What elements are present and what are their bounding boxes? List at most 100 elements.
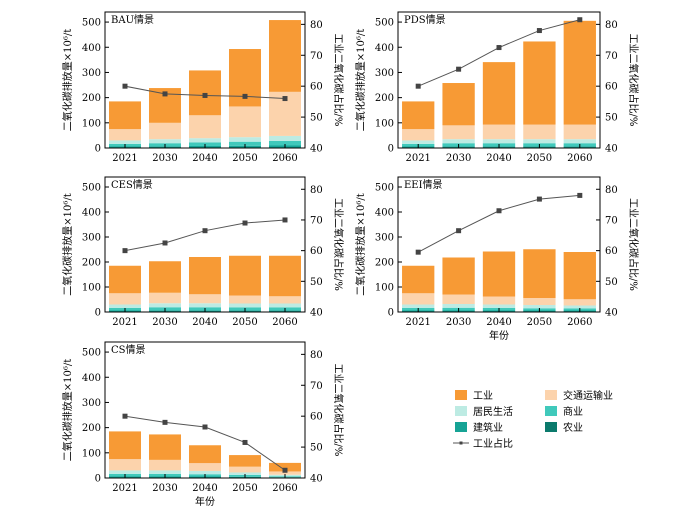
bar-transport-2030	[149, 459, 181, 471]
industry-share-point-2021	[122, 413, 128, 419]
y2-tick-label: 70	[310, 215, 323, 226]
x-tick-label: 2040	[486, 317, 511, 328]
legend-swatch-construction	[455, 422, 467, 432]
x-axis-label: 年份	[195, 495, 215, 508]
x-tick-label: 2030	[446, 317, 471, 328]
y-tick-label: 200	[82, 93, 101, 104]
y-tick-label: 500	[82, 183, 101, 194]
y-tick-label: 300	[82, 233, 101, 244]
legend-swatch-residential	[455, 406, 467, 416]
panel-title: CES情景	[111, 178, 153, 191]
bar-industry-2030	[442, 83, 475, 126]
industry-share-point-2060	[282, 96, 288, 102]
legend-label-agriculture: 农业	[563, 421, 583, 434]
industry-share-point-2030	[162, 91, 168, 97]
panel-title: CS情景	[111, 343, 146, 356]
y-tick-label: 100	[82, 283, 101, 294]
y2-tick-label: 80	[605, 185, 618, 196]
x-tick-label: 2050	[527, 317, 552, 328]
industry-share-point-2030	[456, 66, 462, 72]
bar-transport-2050	[523, 124, 556, 140]
y2-axis-label: 工业二氧化碳占比/%	[332, 364, 345, 457]
bar-transport-2030	[149, 122, 181, 140]
bar-residential-2021	[402, 304, 435, 308]
bar-transport-2040	[189, 463, 221, 471]
bar-residential-2050	[523, 305, 556, 309]
legend-swatch-industry	[455, 390, 467, 400]
y-tick-label: 300	[82, 398, 101, 409]
panel-title: BAU情景	[111, 13, 154, 26]
x-axis-label: 年份	[489, 329, 509, 342]
bar-residential-2040	[189, 303, 221, 308]
bar-transport-2060	[563, 124, 596, 140]
y2-tick-label: 70	[310, 51, 323, 62]
y2-tick-label: 60	[310, 246, 323, 257]
y-tick-label: 300	[82, 68, 101, 79]
bar-transport-2030	[442, 294, 475, 304]
chart-panel-2: 0 100 200 300 400 500 40 50 60 70 80 2021 2030 2040 20…	[61, 176, 345, 328]
legend-swatch-agriculture	[545, 422, 557, 432]
y-tick-label: 500	[375, 183, 394, 194]
bar-commercial-2060	[269, 140, 301, 146]
industry-share-line	[124, 219, 286, 252]
y-tick-label: 500	[82, 348, 101, 359]
y-axis-label: 二氧化碳排放量×10⁶/t	[61, 193, 74, 296]
bar-residential-2040	[482, 304, 516, 308]
bar-industry-2060	[269, 255, 301, 297]
legend-label-industry: 工业	[473, 390, 493, 402]
y2-axis-label: 工业二氧化碳占比/%	[627, 34, 640, 127]
legend-label-transport: 交通运输业	[563, 389, 613, 402]
bar-transport-2021	[109, 129, 141, 141]
y2-tick-label: 60	[310, 82, 323, 93]
y-tick-label: 0	[95, 308, 101, 319]
bar-transport-2030	[149, 292, 181, 304]
bar-industry-2050	[229, 455, 261, 467]
y2-tick-label: 60	[605, 82, 618, 93]
y-tick-label: 0	[388, 144, 394, 155]
y-tick-label: 0	[388, 308, 394, 319]
x-tick-label: 2050	[527, 153, 552, 164]
y-tick-label: 0	[95, 474, 101, 485]
industry-share-point-2050	[242, 439, 248, 445]
bar-transport-2050	[229, 295, 261, 304]
industry-share-point-2050	[536, 196, 542, 202]
x-tick-label: 2040	[192, 483, 217, 494]
y2-tick-label: 50	[605, 277, 618, 288]
y2-axis-label: 工业二氧化碳占比/%	[332, 198, 345, 291]
industry-share-point-2040	[202, 424, 208, 430]
industry-share-point-2021	[415, 249, 421, 255]
y-tick-label: 200	[375, 258, 394, 269]
industry-share-line	[417, 194, 580, 253]
bar-transport-2060	[563, 299, 596, 306]
y2-tick-label: 50	[310, 443, 323, 454]
bar-residential-2060	[563, 305, 596, 309]
bar-transport-2060	[269, 471, 301, 475]
industry-share-point-2021	[122, 83, 128, 89]
industry-share-point-2021	[122, 248, 128, 254]
bar-industry-2021	[402, 265, 435, 294]
x-tick-label: 2040	[192, 317, 217, 328]
bar-residential-2060	[563, 139, 596, 144]
industry-share-point-2030	[456, 228, 462, 234]
y2-axis-label: 工业二氧化碳占比/%	[332, 34, 345, 127]
bar-industry-2040	[189, 70, 221, 116]
legend-label-industry_share: 工业占比	[473, 437, 513, 450]
x-tick-label: 2060	[272, 317, 297, 328]
x-tick-label: 2050	[232, 483, 257, 494]
industry-share-point-2050	[242, 93, 248, 99]
bar-industry-2040	[189, 445, 221, 464]
bar-residential-2030	[442, 139, 475, 144]
y-tick-label: 100	[82, 118, 101, 129]
y-tick-label: 0	[95, 144, 101, 155]
chart-panel-4: 0 100 200 300 400 500 40 50 60 70 80 2021 2030 2040 20…	[61, 341, 345, 508]
panel-title: EEI情景	[404, 178, 443, 191]
bar-transport-2040	[189, 294, 221, 304]
y2-axis-label: 工业二氧化碳占比/%	[627, 198, 640, 291]
y-tick-label: 100	[375, 283, 394, 294]
industry-share-point-2030	[162, 240, 168, 246]
bar-residential-2060	[269, 303, 301, 308]
bar-residential-2040	[482, 139, 516, 144]
bar-industry-2030	[442, 257, 475, 295]
bar-residential-2050	[229, 303, 261, 308]
